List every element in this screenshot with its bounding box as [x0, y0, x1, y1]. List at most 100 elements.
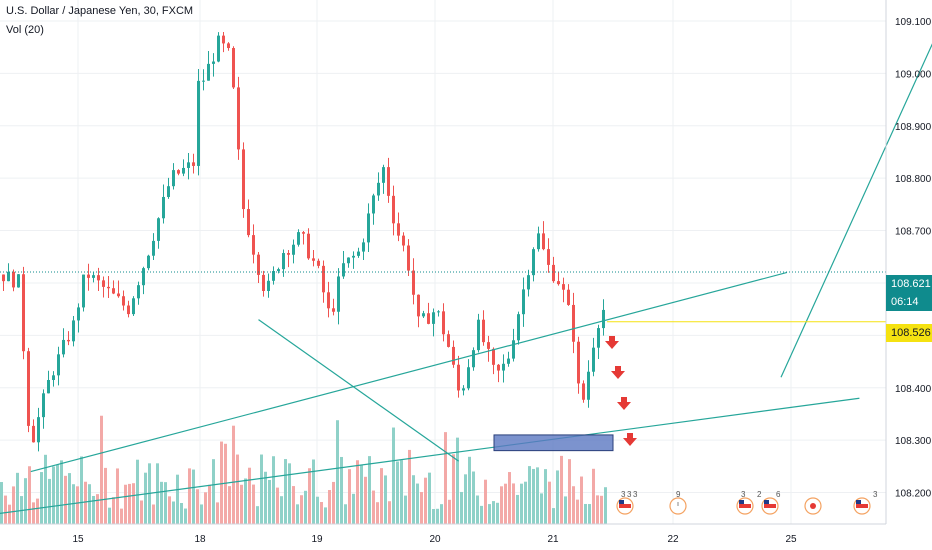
candle-body	[342, 263, 345, 277]
flag-canton	[764, 500, 769, 504]
candle-body	[272, 271, 275, 281]
candle-body	[157, 218, 160, 241]
volume-bar	[180, 503, 183, 524]
volume-bar	[580, 476, 583, 524]
volume-bar	[588, 504, 591, 524]
down-arrow-icon	[617, 397, 631, 410]
volume-bar	[196, 489, 199, 524]
candle-body	[557, 281, 560, 285]
volume-bar	[508, 472, 511, 524]
volume-bars	[0, 415, 607, 524]
volume-bar	[224, 443, 227, 524]
volume-bar	[556, 470, 559, 524]
event-marker	[761, 497, 779, 515]
flag-stripe	[619, 504, 631, 508]
volume-bar	[304, 490, 307, 524]
candle-body	[77, 307, 80, 321]
volume-bar	[480, 505, 483, 524]
y-tick-label: 109.000	[895, 69, 932, 80]
candle-body	[257, 254, 260, 275]
trendline-4	[258, 319, 459, 462]
candle-body	[27, 351, 30, 426]
volume-bar	[312, 459, 315, 524]
volume-bar	[212, 459, 215, 524]
volume-bar	[140, 500, 143, 524]
volume-bar	[376, 502, 379, 524]
volume-bar	[356, 460, 359, 524]
volume-bar	[428, 472, 431, 524]
candle-body	[332, 308, 335, 312]
candle-body	[367, 213, 370, 243]
candle-body	[407, 245, 410, 271]
volume-bar	[272, 456, 275, 524]
candle-body	[337, 276, 340, 312]
candle-body	[362, 242, 365, 252]
candle-body	[97, 275, 100, 281]
volume-bar	[36, 498, 39, 524]
candle-body	[442, 311, 445, 335]
trendline-3	[0, 397, 860, 515]
candle-body	[437, 311, 440, 313]
volume-bar	[296, 504, 299, 524]
y-tick-label: 108.300	[895, 436, 932, 447]
x-tick-label: 21	[547, 534, 559, 545]
volume-bar	[16, 472, 19, 524]
symbol-title: U.S. Dollar / Japanese Yen, 30, FXCM	[6, 5, 194, 17]
volume-bar	[520, 483, 523, 524]
volume-bar	[404, 495, 407, 524]
volume-bar	[384, 475, 387, 524]
candle-body	[212, 61, 215, 64]
volume-bar	[500, 486, 503, 524]
volume-bar	[452, 454, 455, 524]
candle-body	[252, 235, 255, 255]
candle-body	[457, 364, 460, 391]
volume-bar	[92, 495, 95, 524]
x-tick-label: 20	[429, 534, 441, 545]
candle-body	[497, 364, 500, 371]
volume-bar	[360, 465, 363, 524]
volume-bar	[44, 454, 47, 524]
event-marker	[616, 497, 634, 515]
volume-bar	[176, 474, 179, 524]
candle-body	[412, 270, 415, 295]
candle-body	[197, 80, 200, 166]
candle-body	[512, 340, 515, 359]
volume-bar	[260, 454, 263, 524]
volume-bar	[368, 456, 371, 524]
candle-body	[277, 269, 280, 272]
event-count-label: 2	[757, 490, 762, 499]
candle-body	[2, 274, 5, 282]
candle-body	[397, 223, 400, 236]
volume-bar	[288, 463, 291, 524]
marked-level-tag: 108.526	[886, 324, 932, 342]
candle-body	[22, 274, 25, 352]
candle-body	[292, 244, 295, 255]
volume-bar	[336, 420, 339, 524]
candle-body	[107, 286, 110, 289]
trendline-1	[780, 43, 932, 378]
candle-body	[317, 260, 320, 266]
volume-bar	[236, 454, 239, 524]
candle-body	[122, 296, 125, 306]
volume-bar	[412, 475, 415, 524]
candle-body	[17, 274, 20, 288]
volume-bar	[32, 502, 35, 524]
candle-body	[167, 186, 170, 197]
volume-bar	[584, 503, 587, 524]
volume-bar	[512, 483, 515, 524]
volume-bar	[372, 490, 375, 524]
candle-body	[307, 233, 310, 259]
volume-bar	[276, 487, 279, 524]
volume-bar	[164, 482, 167, 524]
volume-bar	[476, 495, 479, 524]
candle-body	[37, 417, 40, 443]
candle-body	[137, 285, 140, 299]
volume-bar	[256, 506, 259, 524]
candle-body	[287, 253, 290, 255]
volume-bar	[348, 469, 351, 524]
candle-body	[232, 48, 235, 88]
volume-bar	[392, 427, 395, 524]
volume-bar	[596, 495, 599, 524]
volume-bar	[332, 481, 335, 524]
